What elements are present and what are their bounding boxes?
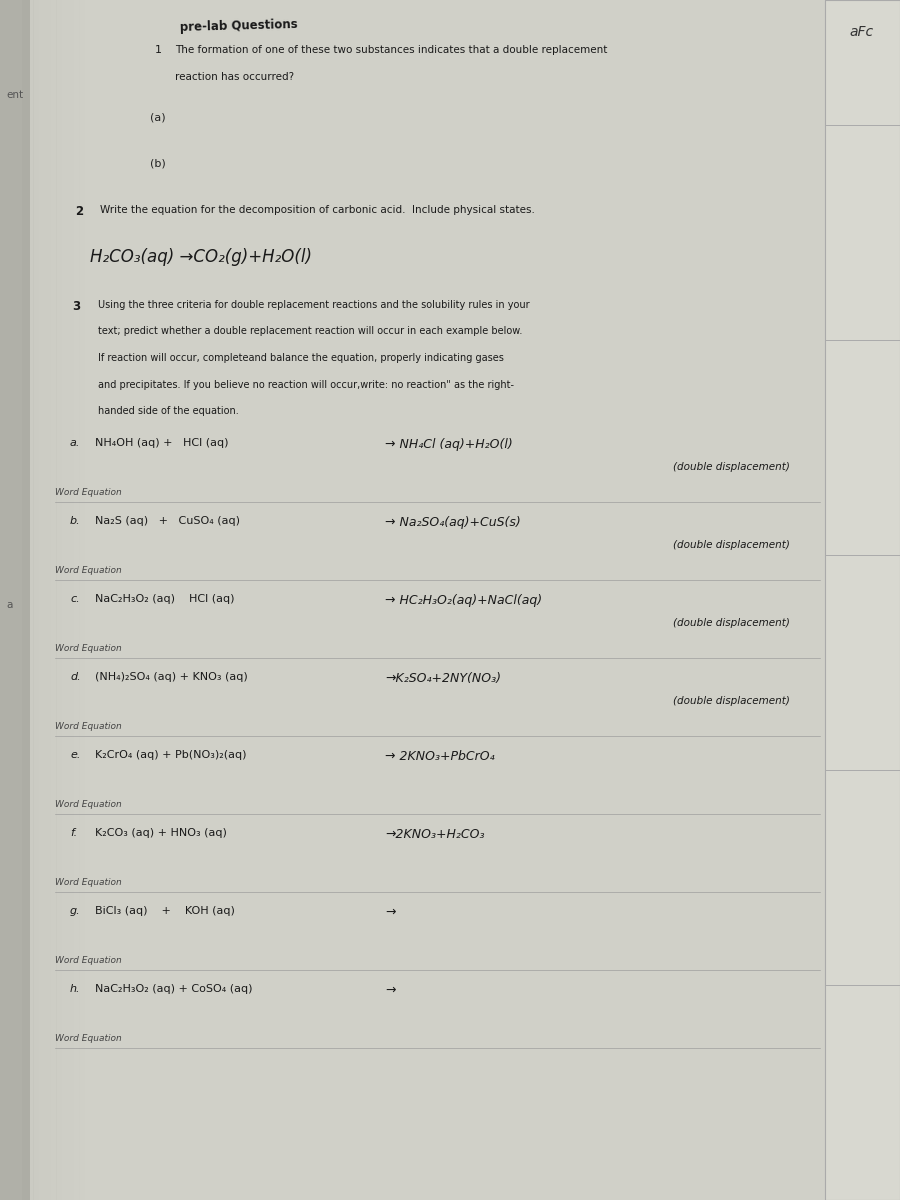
Text: →: → xyxy=(385,906,395,919)
Text: a: a xyxy=(6,600,13,610)
Text: Word Equation: Word Equation xyxy=(55,956,122,965)
Text: b.: b. xyxy=(70,516,81,526)
Text: Word Equation: Word Equation xyxy=(55,722,122,731)
Text: 2: 2 xyxy=(75,205,83,218)
Text: g.: g. xyxy=(70,906,81,916)
Text: → HC₂H₃O₂(aq)+NaCl(aq): → HC₂H₃O₂(aq)+NaCl(aq) xyxy=(385,594,542,607)
Text: e.: e. xyxy=(70,750,80,760)
Text: (b): (b) xyxy=(150,158,166,168)
Text: and precipitates. If you believe no reaction will occur,write: no reaction" as t: and precipitates. If you believe no reac… xyxy=(98,379,514,390)
FancyBboxPatch shape xyxy=(0,0,30,1200)
Text: Word Equation: Word Equation xyxy=(55,488,122,497)
Text: Word Equation: Word Equation xyxy=(55,566,122,575)
Text: h.: h. xyxy=(70,984,80,994)
FancyBboxPatch shape xyxy=(40,0,45,1200)
Text: handed side of the equation.: handed side of the equation. xyxy=(98,406,239,416)
FancyBboxPatch shape xyxy=(22,0,877,1200)
Text: a.: a. xyxy=(70,438,80,448)
Text: K₂CrO₄ (aq) + Pb(NO₃)₂(aq): K₂CrO₄ (aq) + Pb(NO₃)₂(aq) xyxy=(95,750,247,760)
FancyBboxPatch shape xyxy=(33,0,40,1200)
Text: 3: 3 xyxy=(72,300,80,313)
Text: K₂CO₃ (aq) + HNO₃ (aq): K₂CO₃ (aq) + HNO₃ (aq) xyxy=(95,828,227,838)
Text: ent: ent xyxy=(6,90,23,100)
Text: (double displacement): (double displacement) xyxy=(673,540,790,550)
Text: →2KNO₃+H₂CO₃: →2KNO₃+H₂CO₃ xyxy=(385,828,484,841)
Text: Using the three criteria for double replacement reactions and the solubility rul: Using the three criteria for double repl… xyxy=(98,300,529,310)
Text: The formation of one of these two substances indicates that a double replacement: The formation of one of these two substa… xyxy=(175,44,608,55)
Text: (NH₄)₂SO₄ (aq) + KNO₃ (aq): (NH₄)₂SO₄ (aq) + KNO₃ (aq) xyxy=(95,672,248,682)
Text: NH₄OH (aq) +   HCl (aq): NH₄OH (aq) + HCl (aq) xyxy=(95,438,229,448)
Text: BiCl₃ (aq)    +    KOH (aq): BiCl₃ (aq) + KOH (aq) xyxy=(95,906,235,916)
Text: (double displacement): (double displacement) xyxy=(673,696,790,706)
FancyBboxPatch shape xyxy=(28,0,33,1200)
Text: Na₂S (aq)   +   CuSO₄ (aq): Na₂S (aq) + CuSO₄ (aq) xyxy=(95,516,240,526)
Text: d.: d. xyxy=(70,672,81,682)
Text: Word Equation: Word Equation xyxy=(55,878,122,887)
Text: H₂CO₃(aq) →CO₂(g)+H₂O(l): H₂CO₃(aq) →CO₂(g)+H₂O(l) xyxy=(90,248,312,266)
Text: (a): (a) xyxy=(150,112,166,122)
Text: 1: 1 xyxy=(155,44,162,55)
FancyBboxPatch shape xyxy=(825,0,900,1200)
Text: c.: c. xyxy=(70,594,79,604)
Text: (double displacement): (double displacement) xyxy=(673,462,790,472)
Text: f.: f. xyxy=(70,828,77,838)
Text: → 2KNO₃+PbCrO₄: → 2KNO₃+PbCrO₄ xyxy=(385,750,495,763)
Text: Word Equation: Word Equation xyxy=(55,1034,122,1043)
Text: → Na₂SO₄(aq)+CuS(s): → Na₂SO₄(aq)+CuS(s) xyxy=(385,516,521,529)
Text: If reaction will occur, completeand balance the equation, properly indicating ga: If reaction will occur, completeand bala… xyxy=(98,353,504,362)
Text: →: → xyxy=(385,984,395,997)
Text: → NH₄Cl (aq)+H₂O(l): → NH₄Cl (aq)+H₂O(l) xyxy=(385,438,513,451)
Text: Write the equation for the decomposition of carbonic acid.  Include physical sta: Write the equation for the decomposition… xyxy=(100,205,535,215)
FancyBboxPatch shape xyxy=(22,0,28,1200)
Text: Word Equation: Word Equation xyxy=(55,800,122,809)
Text: (double displacement): (double displacement) xyxy=(673,618,790,628)
Text: Word Equation: Word Equation xyxy=(55,644,122,653)
Text: pre-lab Questions: pre-lab Questions xyxy=(180,18,298,34)
Text: reaction has occurred?: reaction has occurred? xyxy=(175,72,294,82)
Text: NaC₂H₃O₂ (aq) + CoSO₄ (aq): NaC₂H₃O₂ (aq) + CoSO₄ (aq) xyxy=(95,984,253,994)
Text: NaC₂H₃O₂ (aq)    HCl (aq): NaC₂H₃O₂ (aq) HCl (aq) xyxy=(95,594,235,604)
Text: text; predict whether a double replacement reaction will occur in each example b: text; predict whether a double replaceme… xyxy=(98,326,522,336)
Text: →K₂SO₄+2NY(NO₃): →K₂SO₄+2NY(NO₃) xyxy=(385,672,501,685)
Text: aFc: aFc xyxy=(850,25,874,38)
